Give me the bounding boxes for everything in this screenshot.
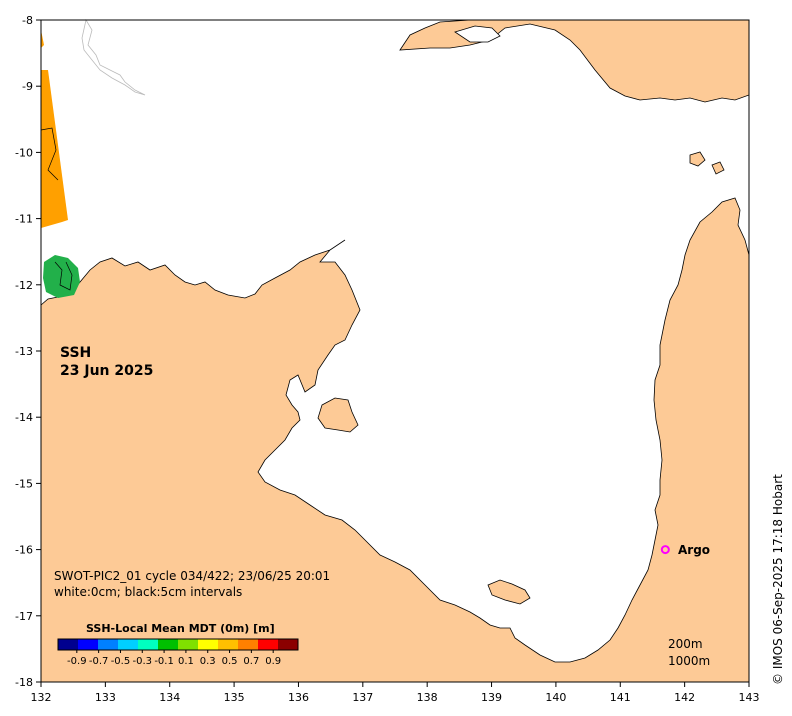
y-tick-label: -10 — [15, 146, 33, 159]
northern-territory-land — [40, 197, 750, 683]
colorbar-frame — [57, 638, 299, 651]
colorbar-tick-label: -0.9 — [67, 656, 87, 667]
y-tick-label: -14 — [15, 411, 33, 424]
swath-green-patch — [43, 255, 80, 298]
y-tick-label: -17 — [15, 610, 33, 623]
colorbar-segment — [218, 639, 239, 650]
colorbar-tick-label: 0.1 — [178, 656, 194, 667]
colorbar-segment — [138, 639, 159, 650]
colorbar: -0.9 -0.7 -0.5 -0.3 -0.1 0.1 0.3 0.5 0.7 0.9 — [57, 638, 299, 667]
depth-label-200: 200m — [668, 637, 703, 651]
x-tick-label: 143 — [739, 691, 760, 704]
y-axis: -8 -9 -10 -11 -12 -13 -14 -15 -16 -17 -18 — [15, 14, 41, 689]
x-tick-label: 140 — [545, 691, 566, 704]
x-axis: 132 133 134 135 136 137 138 139 140 141 142 143 — [31, 682, 760, 704]
map-date: 23 Jun 2025 — [60, 363, 154, 379]
argo-float-marker — [660, 545, 670, 555]
colorbar-segment — [178, 639, 199, 650]
x-tick-label: 139 — [481, 691, 502, 704]
y-tick-label: -11 — [15, 213, 33, 226]
colorbar-segment — [78, 639, 99, 650]
y-tick-label: -16 — [15, 544, 33, 557]
pass-info-line2: white:0cm; black:5cm intervals — [54, 585, 243, 599]
kolepom-island — [454, 25, 501, 43]
mornington-island — [487, 579, 531, 605]
colorbar-title: SSH-Local Mean MDT (0m) [m] — [86, 622, 275, 635]
x-tick-label: 132 — [31, 691, 52, 704]
land-masses — [40, 19, 750, 683]
colorbar-segment — [238, 639, 259, 650]
swath-contour — [54, 261, 73, 291]
x-tick-label: 133 — [95, 691, 116, 704]
colorbar-segment — [198, 639, 219, 650]
y-tick-label: -8 — [22, 14, 33, 27]
y-tick-label: -18 — [15, 676, 33, 689]
colorbar-tick-label: 0.3 — [200, 656, 216, 667]
imos-credit: © IMOS 06-Sep-2025 17:18 Hobart — [771, 474, 785, 685]
colorbar-tick-label: -0.7 — [89, 656, 109, 667]
colorbar-segment — [158, 639, 179, 650]
colorbar-tick-label: -0.3 — [133, 656, 153, 667]
swath-contour-2 — [40, 127, 59, 181]
colorbar-tick-label: 0.7 — [243, 656, 259, 667]
x-tick-label: 142 — [674, 691, 695, 704]
swath-top-strip — [41, 30, 44, 48]
x-tick-label: 134 — [159, 691, 180, 704]
colorbar-tick-label: 0.5 — [222, 656, 238, 667]
pass-info-line1: SWOT-PIC2_01 cycle 034/422; 23/06/25 20:… — [54, 569, 331, 583]
y-tick-label: -13 — [15, 345, 33, 358]
y-tick-label: -9 — [22, 80, 33, 93]
y-tick-label: -12 — [15, 279, 33, 292]
torres-strait-islands — [689, 151, 706, 167]
timor-outline — [81, 18, 146, 96]
x-tick-label: 137 — [352, 691, 373, 704]
map-title: SSH — [60, 345, 92, 361]
x-tick-label: 136 — [288, 691, 309, 704]
groote-eylandt-island — [317, 397, 359, 433]
y-tick-label: -15 — [15, 477, 33, 490]
swath-orange-band — [41, 70, 68, 228]
colorbar-tick-label: 0.9 — [265, 656, 281, 667]
colorbar-segment — [258, 639, 279, 650]
depth-label-1000: 1000m — [668, 654, 711, 668]
colorbar-tick-label: -0.5 — [111, 656, 131, 667]
swot-swath — [40, 30, 80, 298]
tanimbar-outline — [81, 18, 146, 96]
argo-label: Argo — [678, 543, 711, 557]
x-tick-label: 141 — [610, 691, 631, 704]
colorbar-segment — [98, 639, 119, 650]
x-tick-label: 135 — [224, 691, 245, 704]
x-tick-label: 138 — [417, 691, 438, 704]
torres-strait-island-2 — [711, 161, 725, 175]
colorbar-segment — [58, 639, 79, 650]
colorbar-tick-label: -0.1 — [154, 656, 174, 667]
colorbar-segment — [118, 639, 139, 650]
colorbar-segment — [278, 639, 299, 650]
